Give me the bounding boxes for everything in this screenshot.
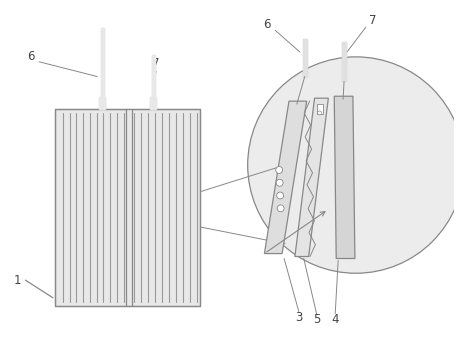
Text: 7: 7 <box>153 57 160 70</box>
Polygon shape <box>99 97 105 109</box>
Polygon shape <box>342 42 346 82</box>
Bar <box>55 109 201 306</box>
Polygon shape <box>101 28 104 97</box>
Circle shape <box>276 166 283 174</box>
Bar <box>126 110 131 305</box>
Polygon shape <box>295 98 328 256</box>
Circle shape <box>277 192 284 199</box>
Circle shape <box>276 179 283 186</box>
Text: 3: 3 <box>295 311 303 324</box>
Text: 4: 4 <box>332 313 339 326</box>
Polygon shape <box>152 55 155 97</box>
Text: 5: 5 <box>313 313 320 326</box>
Text: 7: 7 <box>369 14 376 27</box>
Text: 6: 6 <box>264 18 271 31</box>
Text: 1: 1 <box>14 274 21 287</box>
Polygon shape <box>303 39 307 76</box>
Polygon shape <box>264 101 307 253</box>
Polygon shape <box>150 97 156 109</box>
Text: 6: 6 <box>27 50 35 63</box>
Circle shape <box>248 57 458 273</box>
Bar <box>316 104 323 114</box>
Circle shape <box>277 205 284 212</box>
Circle shape <box>317 111 322 115</box>
Polygon shape <box>334 96 355 258</box>
